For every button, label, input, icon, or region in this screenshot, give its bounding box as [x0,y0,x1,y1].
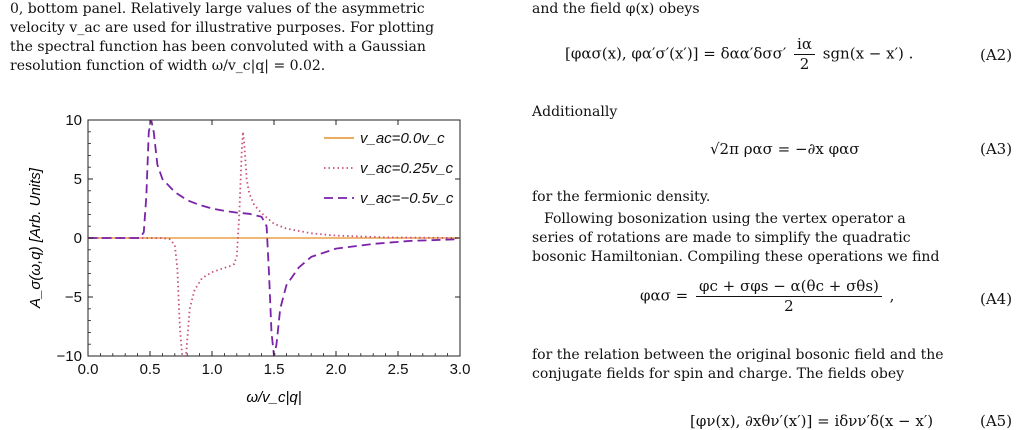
series-line [88,120,460,356]
intro-text: and the field φ(x) obeys [532,1,700,17]
series-line [88,130,460,356]
x-tick-label: 3.0 [450,361,471,378]
equation-a2-rhs: sgn(x − x′) . [822,44,914,63]
equation-number-a3: (A3) [980,140,1013,158]
equation-a2-frac-num: iα [794,36,815,55]
after-a4-line: for the relation between the original bo… [532,347,944,363]
caption-line: resolution function of width ω/v_c|q| = … [10,58,326,74]
x-tick-label: 1.5 [264,361,285,378]
x-tick-label: 2.0 [326,361,347,378]
series-layer [88,120,460,356]
y-tick-label: 10 [65,112,82,129]
equation-a4-frac-den: 2 [784,297,794,315]
y-tick-label: 5 [74,171,82,188]
paragraph-line: bosonic Hamiltonian. Compiling these ope… [532,249,940,265]
y-tick-label: −10 [57,348,82,365]
caption-line: 0, bottom panel. Relatively large values… [10,1,425,17]
ticks-layer: 0.0 0.5 1.0 1.5 2.0 2.5 3.0 10 5 0 −5 −10 [57,112,471,378]
after-a4-line: conjugate fields for spin and charge. Th… [532,366,905,382]
y-tick-label: 0 [74,230,82,247]
x-tick-label: 0.5 [140,361,161,378]
equation-a2: [φασ(x), φα′σ′(x′)] = δαα′δσσ′ iα 2 sgn(… [565,36,913,73]
legend-label: v_ac=0.25v_c [360,160,453,177]
equation-a4-fraction: φc + σφs − α(θc + σθs) 2 [696,278,882,315]
equation-number-a4: (A4) [980,290,1013,308]
paragraph-line: Following bosonization using the vertex … [544,211,906,227]
equation-a3: √2π ρασ = −∂x φασ [710,140,860,158]
legend-label: v_ac=−0.5v_c [360,190,454,207]
x-tick-label: 2.5 [388,361,409,378]
additionally-text: Additionally [532,104,618,120]
equation-a4-lhs: φασ = [640,286,689,305]
after-a3-text: for the fermionic density. [532,189,711,205]
legend: v_ac=0.0v_c v_ac=0.25v_c v_ac=−0.5v_c [324,130,454,207]
caption-line: the spectral function has been convolute… [10,39,426,55]
y-axis-label: A_σ(ω,q) [Arb. Units] [27,167,44,309]
legend-label: v_ac=0.0v_c [360,130,445,147]
equation-a4: φασ = φc + σφs − α(θc + σθs) 2 , [640,278,894,315]
x-tick-label: 1.0 [202,361,223,378]
equation-a4-rhs: , [889,286,895,305]
x-tick-label: 0.0 [78,361,99,378]
y-tick-label: −5 [65,289,82,306]
equation-a2-lhs: [φασ(x), φα′σ′(x′)] = δαα′δσσ′ [565,44,787,63]
equation-a2-fraction: iα 2 [794,36,815,73]
equation-a5-partial: [φν(x), ∂xθν′(x′)] = iδνν′δ(x − x′) [690,412,934,430]
spectral-function-chart: 0.0 0.5 1.0 1.5 2.0 2.5 3.0 10 5 0 −5 −10 v_ac=0.0v… [27,112,471,406]
equation-number-a2: (A2) [980,46,1013,64]
equation-a2-frac-den: 2 [799,55,810,73]
equation-a4-frac-num: φc + σφs − α(θc + σθs) [696,278,882,297]
paragraph-line: series of rotations are made to simplify… [532,230,911,246]
caption-line: velocity v_ac are used for illustrative … [10,20,435,36]
equation-number-a5: (A5) [980,412,1013,430]
x-axis-label: ω/v_c|q| [246,389,301,406]
